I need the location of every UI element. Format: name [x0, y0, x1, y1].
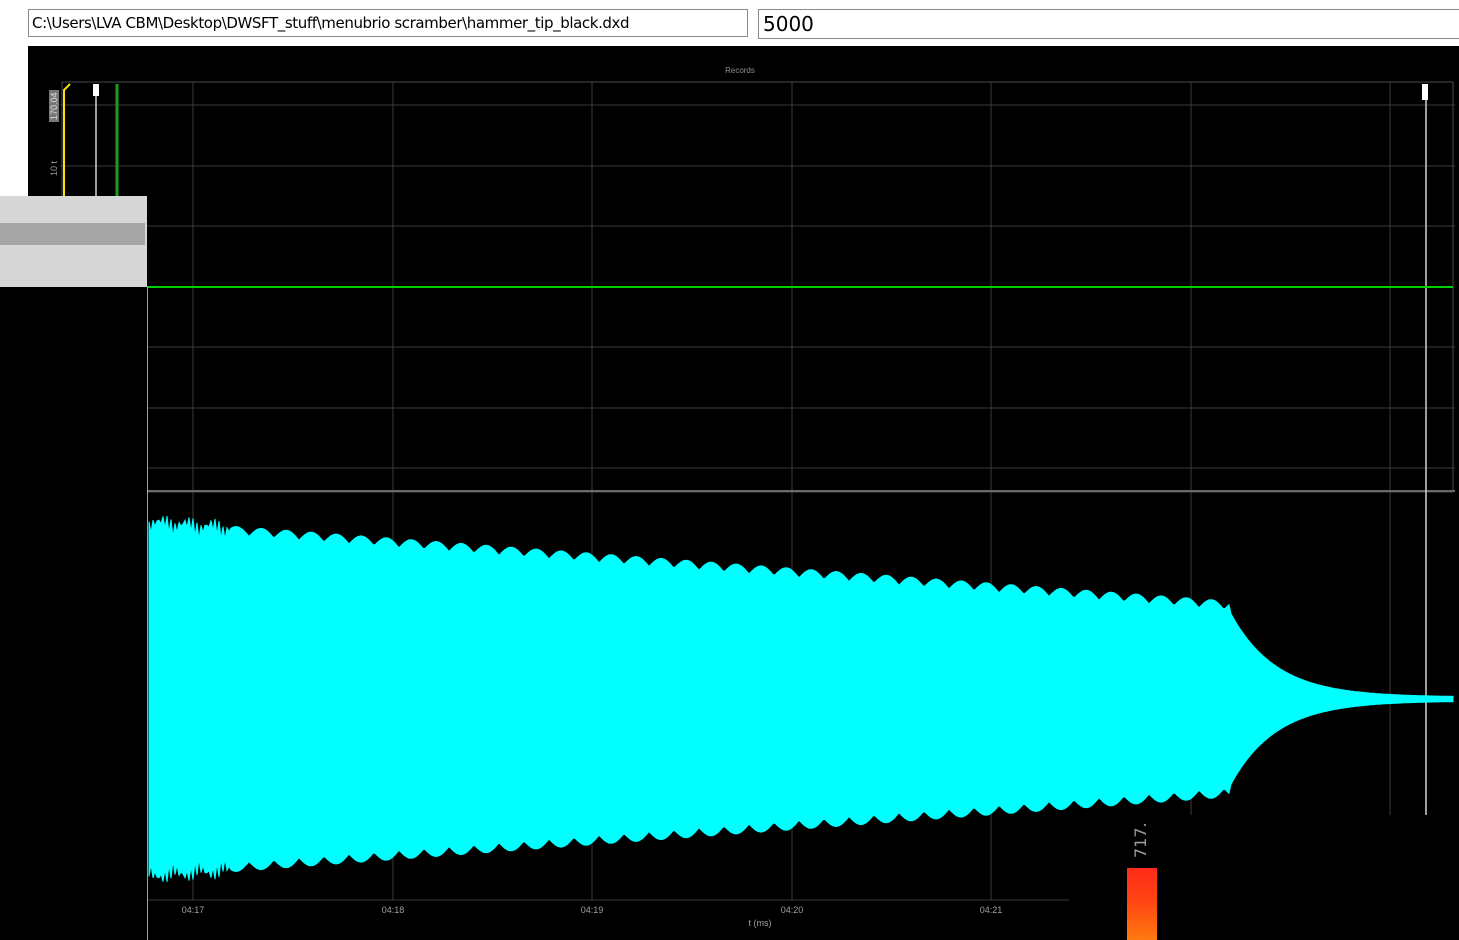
x-tick-5: 04:21 [979, 905, 1003, 915]
y-tick-mid: 10 t [49, 160, 59, 176]
y-tick-top: 170.04 [49, 90, 59, 122]
plot-title: Records [725, 66, 755, 75]
legend-value: 717. [1131, 822, 1150, 858]
x-tick-3: 04:19 [580, 905, 604, 915]
left-panel-strip[interactable] [0, 223, 145, 245]
x-tick-2: 04:18 [381, 905, 405, 915]
x-tick-4: 04:20 [780, 905, 804, 915]
x-tick-1: 04:17 [181, 905, 205, 915]
left-panel [0, 196, 147, 940]
colorbar [1127, 868, 1157, 940]
value-input[interactable]: 5000 [758, 9, 1459, 39]
cyan-waveform [148, 516, 1454, 882]
cursor-left-handle[interactable] [93, 84, 99, 96]
file-path-input[interactable]: C:\Users\LVA CBM\Desktop\DWSFT_stuff\men… [28, 9, 748, 37]
yellow-trace [63, 83, 71, 196]
x-axis-label: t (ms) [748, 918, 772, 928]
cursor-right-handle[interactable] [1422, 84, 1428, 100]
